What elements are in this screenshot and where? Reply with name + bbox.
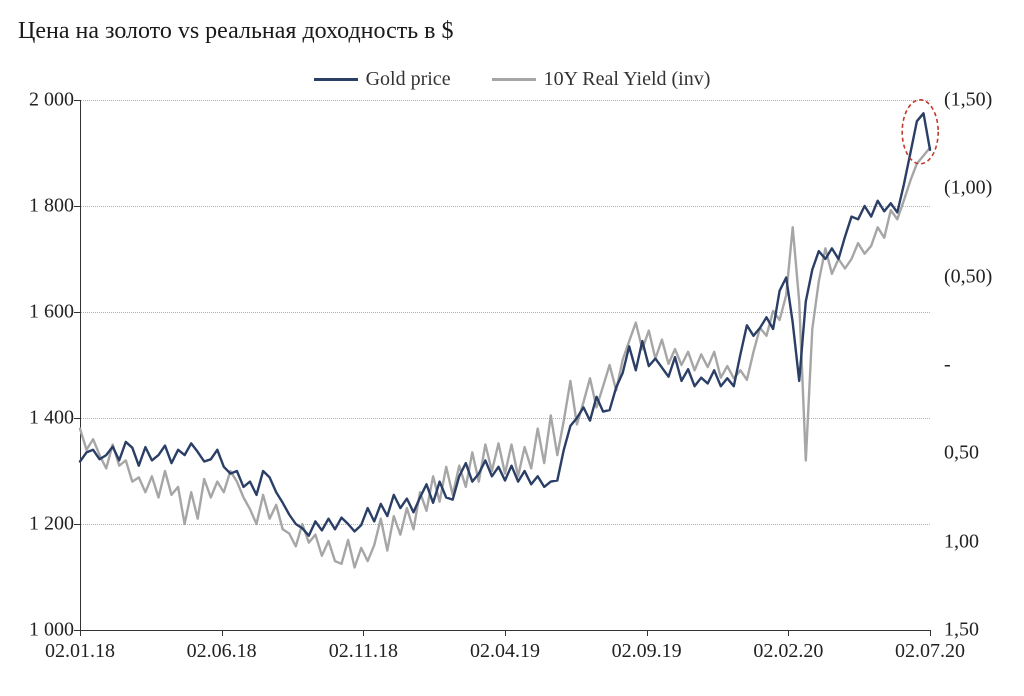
line-layer: [80, 100, 930, 630]
xtick-mark: [788, 630, 789, 636]
ytick-right: -: [944, 354, 951, 377]
xtick-mark: [930, 630, 931, 636]
ytick-right: 1,50: [944, 619, 979, 642]
ytick-mark: [74, 524, 80, 525]
chart-legend: Gold price 10Y Real Yield (inv): [0, 64, 1024, 91]
legend-swatch-yield: [492, 78, 536, 81]
xtick: 02.02.20: [753, 640, 823, 663]
legend-swatch-gold: [314, 78, 358, 81]
ytick-left: 1 200: [6, 513, 74, 536]
xtick-mark: [363, 630, 364, 636]
xtick: 02.11.18: [329, 640, 398, 663]
ytick-left: 1 600: [6, 301, 74, 324]
legend-label-gold: Gold price: [366, 68, 451, 91]
ytick-left: 1 400: [6, 407, 74, 430]
legend-item-gold: Gold price: [314, 68, 451, 91]
legend-label-yield: 10Y Real Yield (inv): [544, 68, 711, 91]
chart-title: Цена на золото vs реальная доходность в …: [18, 18, 454, 45]
highlight-ellipse: [902, 100, 938, 164]
ytick-mark: [74, 418, 80, 419]
ytick-mark: [74, 312, 80, 313]
xtick: 02.09.19: [612, 640, 682, 663]
xtick-mark: [80, 630, 81, 636]
ytick-left: 2 000: [6, 89, 74, 112]
ytick-mark: [74, 100, 80, 101]
chart-container: Цена на золото vs реальная доходность в …: [0, 0, 1024, 696]
xtick-mark: [647, 630, 648, 636]
series-yield-line: [80, 148, 930, 568]
xtick: 02.07.20: [895, 640, 965, 663]
xtick-mark: [222, 630, 223, 636]
ytick-right: (1,00): [944, 177, 992, 200]
ytick-left: 1 000: [6, 619, 74, 642]
ytick-right: 1,00: [944, 530, 979, 553]
legend-item-yield: 10Y Real Yield (inv): [492, 68, 711, 91]
ytick-right: (1,50): [944, 89, 992, 112]
xtick: 02.06.18: [187, 640, 257, 663]
ytick-right: (0,50): [944, 265, 992, 288]
xtick: 02.01.18: [45, 640, 115, 663]
ytick-right: 0,50: [944, 442, 979, 465]
ytick-mark: [74, 206, 80, 207]
xtick-mark: [505, 630, 506, 636]
xtick: 02.04.19: [470, 640, 540, 663]
plot-area: [80, 100, 930, 630]
ytick-left: 1 800: [6, 195, 74, 218]
